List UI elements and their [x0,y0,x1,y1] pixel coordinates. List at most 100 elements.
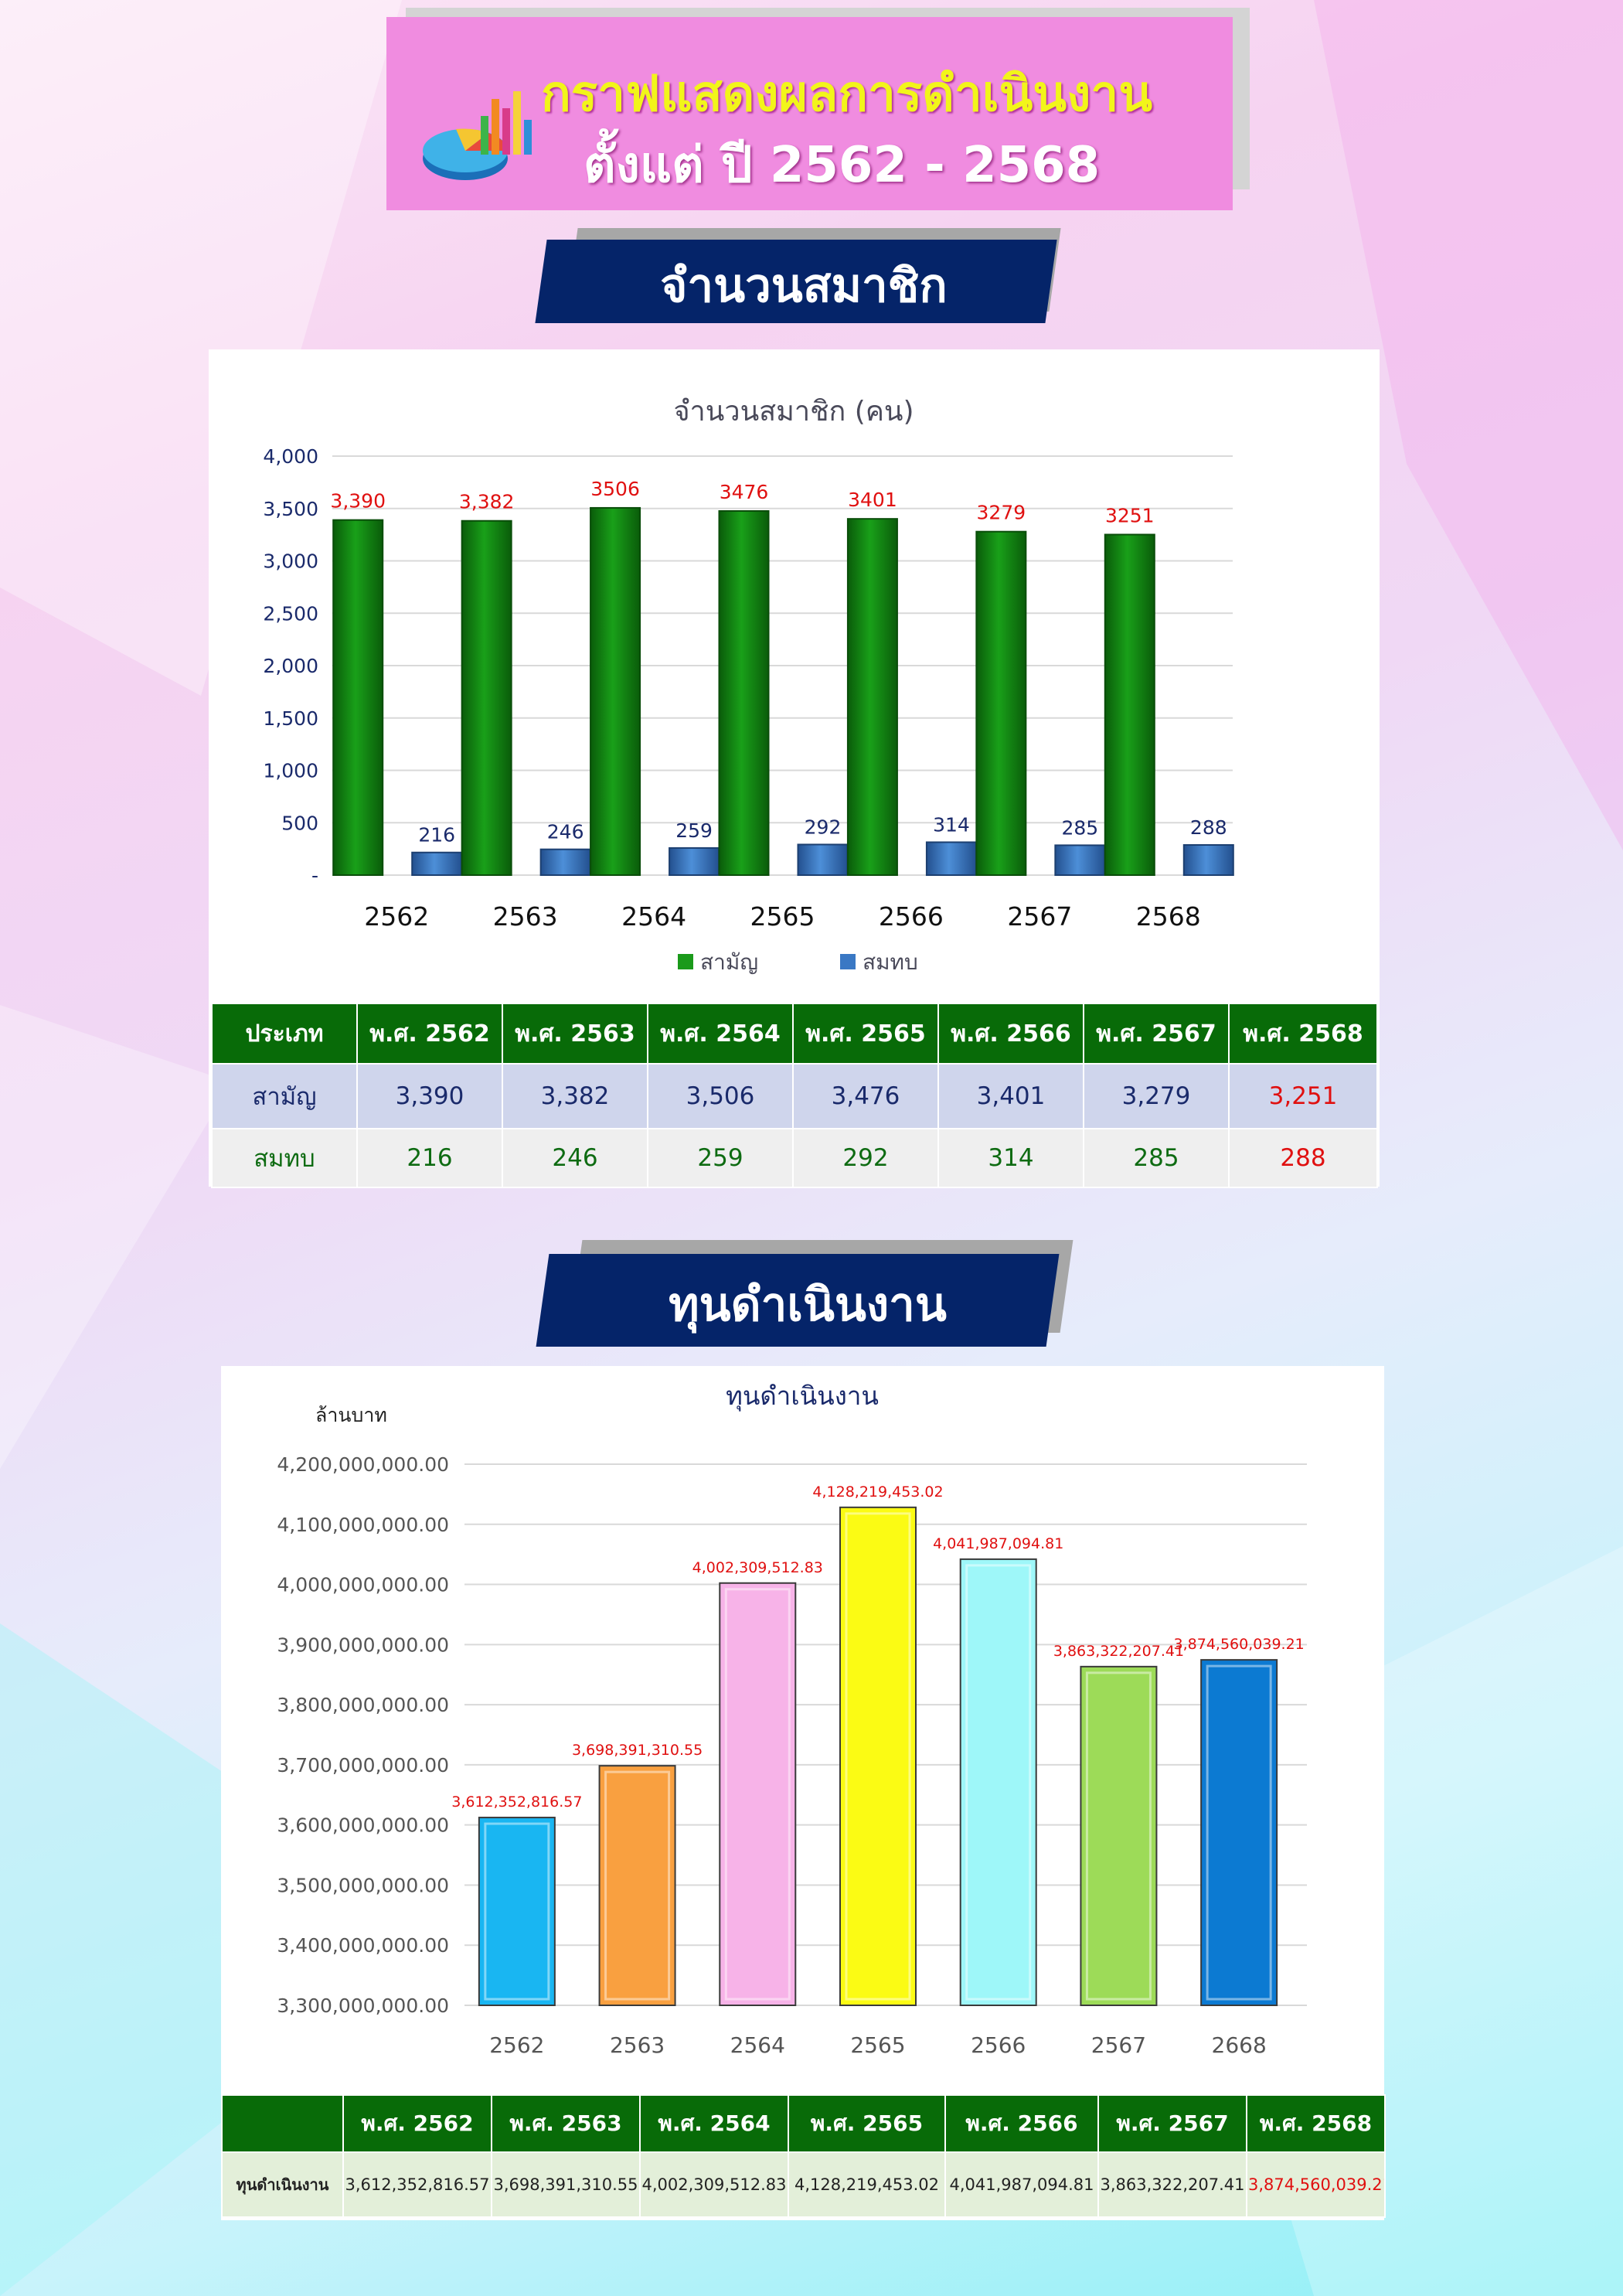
bar-bevel [604,1770,671,2001]
table-row: สมทบ 216 246 259 292 314 285 288 [211,1128,1378,1188]
page-subtitle: ตั้งแต่ ปี 2562 - 2568 [584,137,1101,194]
y-tick-label: 2,000 [263,655,318,677]
bar-bevel [1206,1664,1272,2001]
data-label: 3251 [1105,504,1155,526]
bar-samanya [590,506,641,876]
legend-swatch-samanya [678,954,693,969]
data-label: 3,390 [330,490,386,513]
bar-bevel [484,1822,550,2001]
y-axis-label: ล้านบาท [315,1404,387,1426]
section-label-members: จำนวนสมาชิก [660,259,948,313]
pie-chart-icon [423,91,532,180]
x-tick-label: 2562 [364,901,429,932]
y-tick-label: 3,700,000,000.00 [277,1754,449,1777]
table-header-cell: พ.ศ. 2563 [502,1003,648,1065]
data-label: 3,863,322,207.41 [1053,1643,1184,1660]
bar-samanya [975,530,1027,876]
y-tick-label: 500 [281,812,318,834]
y-tick-label: 3,400,000,000.00 [277,1934,449,1957]
legend-label: สามัญ [700,949,758,975]
x-tick-label: 2566 [879,901,944,932]
table-cell: 3,863,322,207.41 [1097,2151,1247,2218]
table-header-cell: พ.ศ. 2565 [788,2094,946,2153]
data-label: 3,382 [459,491,515,513]
table-cell: 4,041,987,094.81 [944,2151,1099,2218]
y-tick-label: 3,500 [263,498,318,520]
table-cell: 259 [647,1128,794,1188]
table-row: สามัญ 3,390 3,382 3,506 3,476 3,401 3,27… [211,1063,1378,1129]
table-header-cell: ประเภท [211,1003,358,1065]
y-tick-label: 3,800,000,000.00 [277,1694,449,1716]
x-tick-label: 2563 [610,2032,665,2058]
capital-table: พ.ศ. 2562 พ.ศ. 2563 พ.ศ. 2564 พ.ศ. 2565 … [221,2094,1386,2218]
table-cell: ทุนดำเนินงาน [221,2151,344,2218]
chart-title: จำนวนสมาชิก (คน) [673,396,914,428]
bar-samanya [718,510,770,876]
data-label: 246 [547,821,584,843]
data-label: 4,128,219,453.02 [812,1484,943,1501]
table-cell: 3,506 [647,1063,794,1129]
data-label: 292 [805,816,842,838]
table-cell: 3,874,560,039.21 [1246,2151,1386,2218]
capital-chart-panel [221,1366,1384,2220]
table-cell: 314 [937,1128,1084,1188]
table-cell: 3,476 [792,1063,939,1129]
bar-samanya [461,519,512,876]
table-cell: 3,401 [937,1063,1084,1129]
members-table: ประเภท พ.ศ. 2562 พ.ศ. 2563 พ.ศ. 2564 พ.ศ… [211,1003,1378,1188]
table-cell: 4,128,219,453.02 [788,2151,946,2218]
bar-somtob [539,848,591,876]
table-header-cell: พ.ศ. 2566 [944,2094,1099,2153]
table-cell: 246 [502,1128,648,1188]
page-title: กราฟแสดงผลการดำเนินงาน [541,66,1153,123]
legend-label: สมทบ [863,949,918,975]
table-header-cell: พ.ศ. 2562 [356,1003,503,1065]
x-tick-label: 2562 [489,2032,544,2058]
table-cell: 4,002,309,512.83 [639,2151,789,2218]
data-label: 288 [1190,816,1227,839]
table-cell: 3,382 [502,1063,648,1129]
y-tick-label: 3,000 [263,550,318,573]
table-header-cell: พ.ศ. 2567 [1083,1003,1230,1065]
y-tick-label: 4,000 [263,445,318,468]
capital-table-header: พ.ศ. 2562 พ.ศ. 2563 พ.ศ. 2564 พ.ศ. 2565 … [221,2094,1386,2153]
section-label-capital: ทุนดำเนินงาน [669,1278,947,1332]
x-tick-label: 2568 [1136,901,1201,932]
table-header-cell: พ.ศ. 2563 [491,2094,641,2153]
bar-bevel [1085,1671,1152,2001]
y-tick-label: 1,000 [263,760,318,782]
data-label: 3,874,560,039.21 [1174,1636,1305,1653]
table-header-cell: พ.ศ. 2567 [1097,2094,1247,2153]
bar-capital [1080,1665,1158,2006]
bar-bevel [724,1588,791,2001]
data-label: 285 [1061,816,1098,839]
table-cell: 3,279 [1083,1063,1230,1129]
table-cell: 3,390 [356,1063,503,1129]
table-cell: 3,698,391,310.55 [491,2151,641,2218]
y-tick-label: 3,600,000,000.00 [277,1814,449,1837]
data-label: 3476 [720,481,769,503]
x-tick-label: 2565 [750,901,815,932]
x-tick-label: 2566 [971,2032,1026,2058]
table-cell: 3,612,352,816.57 [342,2151,492,2218]
y-tick-label: 1,500 [263,707,318,730]
x-tick-label: 2567 [1007,901,1072,932]
table-header-cell: พ.ศ. 2564 [639,2094,789,2153]
table-header-cell: พ.ศ. 2566 [937,1003,1084,1065]
table-cell: 3,251 [1228,1063,1378,1129]
bar-capital [839,1506,917,2007]
data-label: 3506 [590,478,640,500]
bar-capital [478,1817,556,2006]
table-header-cell: พ.ศ. 2568 [1246,2094,1386,2153]
y-tick-label: 3,300,000,000.00 [277,1995,449,2017]
legend-swatch-somtob [840,954,856,969]
y-tick-label: 4,000,000,000.00 [277,1574,449,1596]
bar-samanya [846,518,898,877]
section-heading-members: จำนวนสมาชิก [533,224,1090,325]
bar-capital [598,1765,676,2006]
section-heading-capital: ทุนดำเนินงาน [533,1237,1097,1353]
x-tick-label: 2668 [1212,2032,1267,2058]
x-tick-label: 2563 [493,901,558,932]
data-label: 3279 [977,502,1026,524]
